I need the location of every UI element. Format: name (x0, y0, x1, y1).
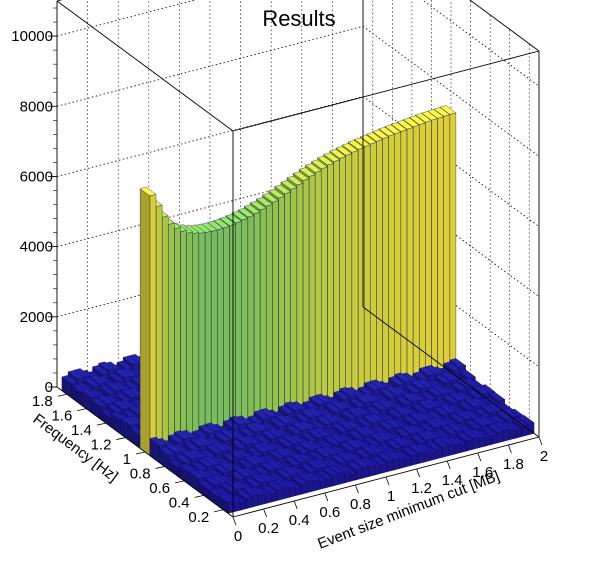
x-tick-label: 2 (540, 448, 548, 465)
x-tick (324, 492, 329, 502)
z-tick-label: 2000 (20, 309, 53, 326)
y-tick-label: 1 (123, 451, 131, 468)
frame-layer (56, 0, 540, 518)
x-tick (293, 500, 298, 510)
z-tick-label: 4000 (20, 239, 53, 256)
x-tick-label: 0.8 (350, 496, 371, 513)
x-tick-label: 1.4 (442, 472, 463, 489)
x-tick (385, 476, 390, 486)
x-tick-label: 0.4 (289, 512, 310, 529)
x-tick-label: 1.6 (472, 464, 493, 481)
x-tick (508, 444, 512, 454)
frame-edge (232, 50, 540, 132)
y-tick-label: 0.6 (149, 480, 170, 497)
y-tick (135, 451, 146, 455)
z-tick-label: 6000 (20, 168, 53, 185)
z-gridline (56, 0, 540, 87)
x-tick (477, 452, 482, 462)
x-tick-label: 0 (234, 528, 242, 545)
y-tick-label: 0.8 (130, 465, 151, 482)
z-gridline (56, 25, 540, 157)
y-tick (77, 408, 87, 412)
y-tick (96, 422, 106, 426)
frame-edge (56, 0, 234, 132)
ticks-layer: 0 0.2 0.4 0.6 0.8 1 1.2 1.4 1.6 1.8 20.20.40.60.81… (11, 7, 548, 545)
x-tick (355, 484, 359, 494)
x-tick (538, 436, 543, 446)
bars-layer (61, 105, 535, 514)
x-tick-label: 1.2 (411, 480, 432, 497)
x-tick-label: 1 (387, 488, 395, 505)
y-tick-label: 1.2 (91, 437, 112, 454)
y-tick (57, 393, 67, 397)
z-tick-label: 0 (45, 379, 53, 396)
x-tick-label: 0.2 (258, 520, 279, 537)
y-tick (175, 480, 185, 484)
chart-title: Results (262, 6, 335, 31)
y-tick-label: 0.2 (188, 509, 209, 526)
z-tick-label: 8000 (20, 98, 53, 115)
y-tick (194, 494, 204, 498)
x-tick (416, 468, 420, 478)
y-tick-label: 1.4 (71, 422, 92, 439)
frame-edge (469, 0, 540, 52)
frame-edge (56, 0, 63, 2)
frame-edge (362, 306, 540, 438)
y-tick (116, 437, 126, 440)
y-tick-label: 1.6 (51, 408, 72, 425)
y-tick (214, 509, 224, 513)
x-tick-label: 0.6 (319, 504, 340, 521)
y-tick (155, 466, 165, 469)
y-tick-label: 0.4 (169, 494, 190, 511)
y-tick-label: 1.8 (32, 393, 53, 410)
x-tick-label: 1.8 (503, 456, 524, 473)
z-tick-label: 10000 (11, 28, 53, 45)
x-tick (263, 508, 267, 518)
x-tick (232, 516, 237, 526)
lego-bar (139, 186, 157, 456)
x-tick (446, 460, 451, 470)
